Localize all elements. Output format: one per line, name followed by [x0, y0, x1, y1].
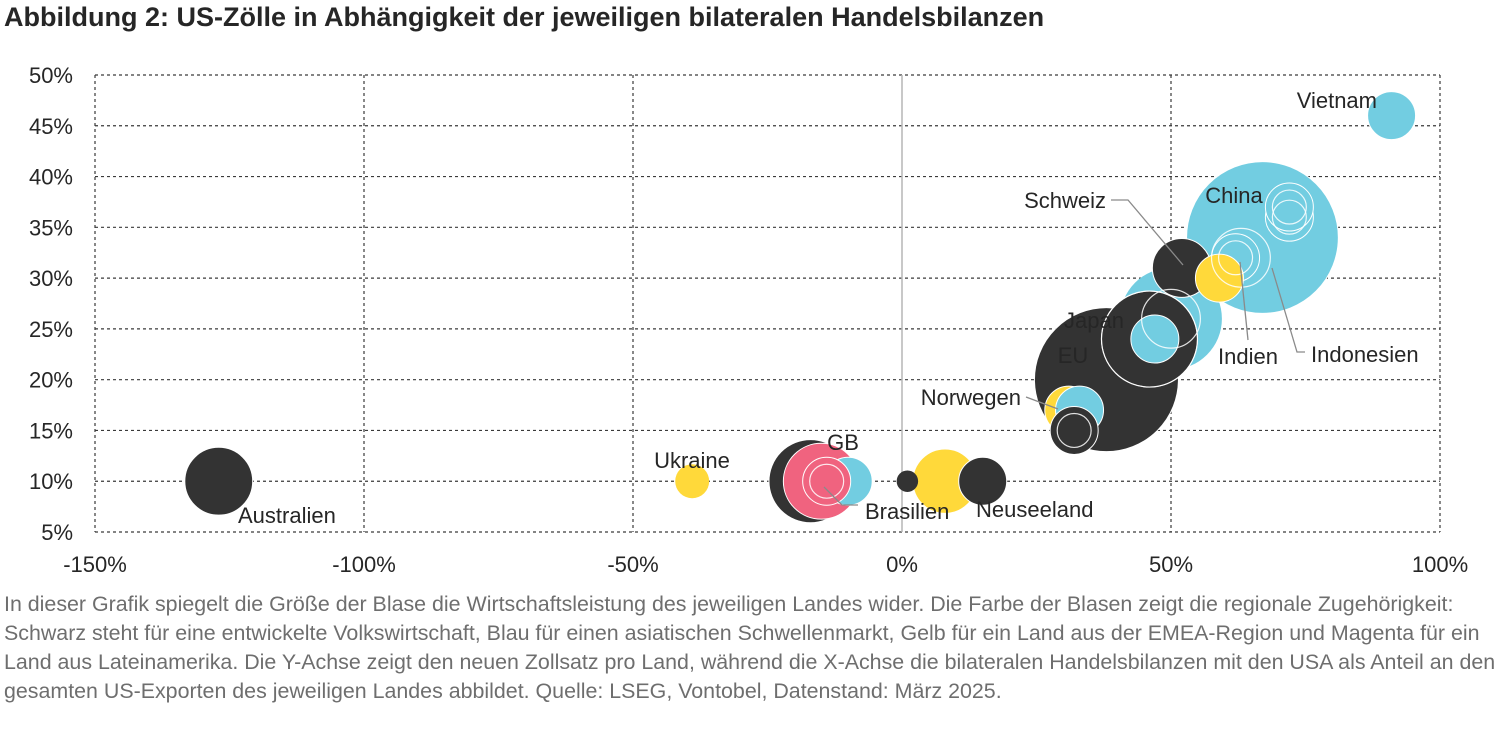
overlap-outline	[1210, 227, 1271, 288]
bubble-label-vietnam: Vietnam	[1297, 88, 1377, 113]
overlap-outline	[1100, 290, 1199, 388]
x-tick-label: -150%	[63, 552, 127, 577]
bubble-label-australien: Australien	[238, 503, 336, 528]
bubble-label-schweiz: Schweiz	[1024, 188, 1106, 213]
x-tick-label: -100%	[332, 552, 396, 577]
y-tick-label: 5%	[41, 520, 73, 545]
bubble-label-ukraine: Ukraine	[654, 448, 730, 473]
bubble-neuseeland	[958, 456, 1008, 506]
bubble-label-neuseeland: Neuseeland	[976, 497, 1093, 522]
bubble-label-eu: EU	[1058, 343, 1089, 368]
bubble-point	[1130, 314, 1180, 364]
bubble-label-japan: Japan	[1064, 308, 1124, 333]
axis-layer: 5% 10% 15% 20% 25% 30% 35% 40% 45% 50% -150% -100% -…	[29, 63, 1468, 577]
bubble-layer	[184, 91, 1417, 524]
y-tick-label: 15%	[29, 418, 73, 443]
y-tick-label: 50%	[29, 63, 73, 88]
y-tick-label: 10%	[29, 469, 73, 494]
bubble-vietnam	[1367, 91, 1417, 141]
bubble-point	[896, 470, 919, 492]
bubble-ukraine	[675, 464, 710, 499]
leader-layer	[823, 199, 1305, 506]
leader-line	[1025, 396, 1059, 410]
y-tick-label: 25%	[29, 317, 73, 342]
overlap-outline	[809, 463, 845, 499]
y-tick-label: 30%	[29, 266, 73, 291]
y-tick-label: 20%	[29, 368, 73, 393]
leader-line	[1271, 267, 1305, 353]
overlap-outline	[1056, 412, 1092, 449]
bubble-label-indonesien: Indonesien	[1311, 342, 1419, 367]
bubble-label-indien: Indien	[1218, 344, 1278, 369]
chart-caption: In dieser Grafik spiegelt die Größe der …	[4, 592, 1496, 703]
bubble-australien	[184, 446, 254, 516]
bubble-chart: 5% 10% 15% 20% 25% 30% 35% 40% 45% 50% -150% -100% -…	[29, 63, 1468, 577]
grid-layer	[94, 74, 1441, 533]
y-tick-label: 45%	[29, 114, 73, 139]
y-tick-label: 35%	[29, 215, 73, 240]
x-tick-label: 0%	[886, 552, 918, 577]
y-tick-label: 40%	[29, 165, 73, 190]
chart-title: Abbildung 2: US-Zölle in Abhängigkeit de…	[4, 2, 1045, 32]
leader-line	[1111, 199, 1184, 266]
bubble-label-norwegen: Norwegen	[921, 385, 1021, 410]
leader-line	[1239, 261, 1249, 341]
label-layer: China EU Japan Indien Indonesien Schweiz Vietn…	[238, 88, 1419, 528]
bubble-label-gb: GB	[827, 430, 859, 455]
bubble-label-china: China	[1205, 183, 1263, 208]
x-tick-label: 100%	[1412, 552, 1468, 577]
overlap-outline	[1271, 189, 1307, 225]
overlap-outline	[1217, 240, 1254, 276]
bubble-label-brasilien: Brasilien	[865, 499, 949, 524]
overlap-outline	[1271, 199, 1307, 235]
leader-line	[823, 486, 858, 506]
x-tick-label: 50%	[1149, 552, 1193, 577]
overlap-outline	[1141, 288, 1201, 349]
x-tick-label: -50%	[607, 552, 658, 577]
